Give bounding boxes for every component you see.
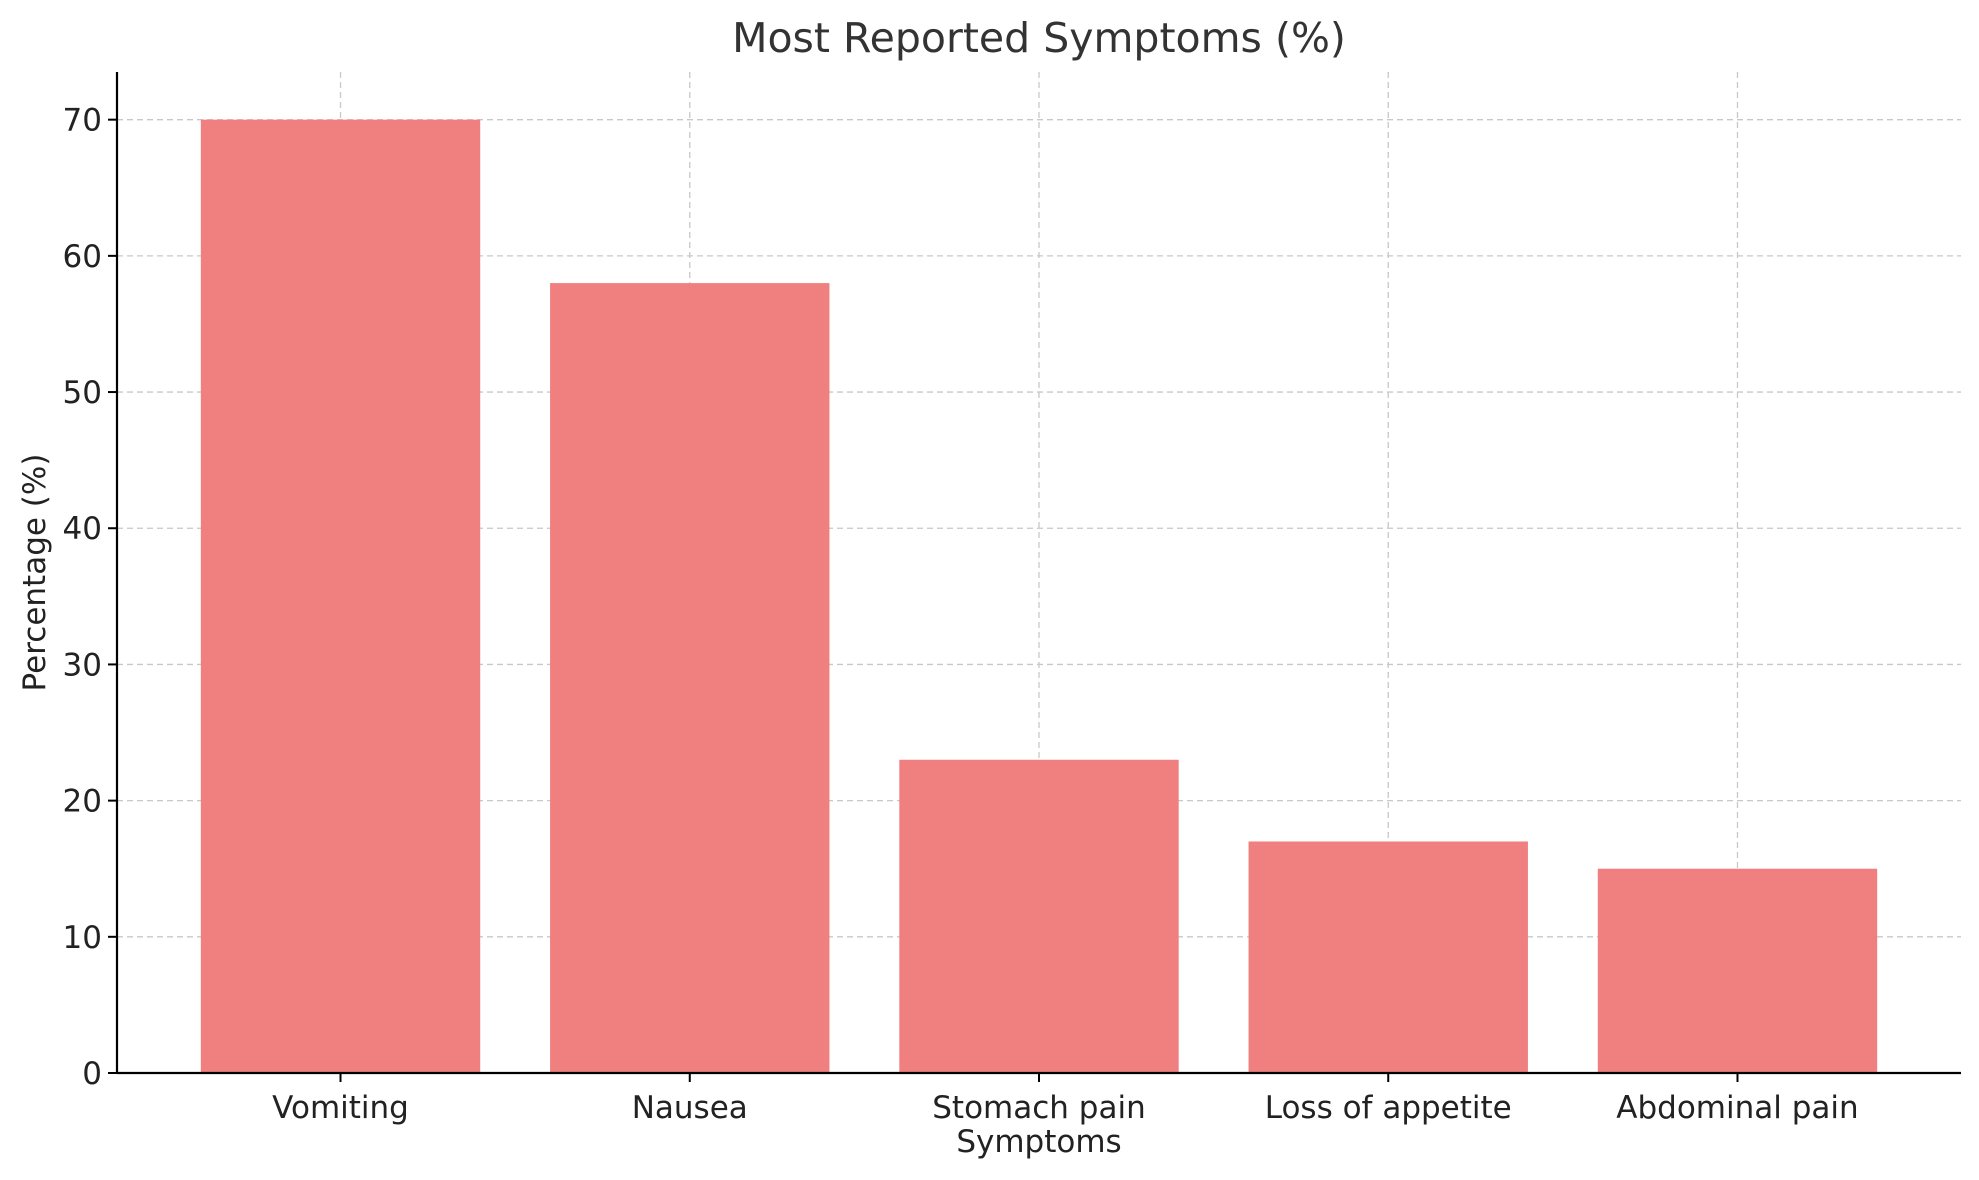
y-tick-label: 40 [63, 511, 102, 547]
bar [200, 119, 481, 1073]
bar [1597, 868, 1878, 1073]
y-tick-label: 20 [63, 784, 102, 820]
y-tick-label: 70 [63, 103, 102, 139]
y-ticks: 0 10 20 30 40 50 60 70 [63, 103, 117, 1092]
y-tick-label: 10 [63, 920, 102, 956]
y-tick-label: 60 [63, 239, 102, 275]
bar [1248, 841, 1528, 1073]
x-tick-label: Stomach pain [932, 1090, 1145, 1126]
x-tick-label: Loss of appetite [1265, 1090, 1512, 1126]
x-axis-title: Symptoms [956, 1124, 1121, 1160]
y-tick-label: 30 [63, 647, 102, 683]
bar [550, 283, 830, 1074]
bar [899, 759, 1179, 1073]
x-tick-label: Vomiting [272, 1090, 409, 1126]
y-tick-label: 50 [63, 375, 102, 411]
y-axis-title: Percentage (%) [17, 454, 53, 692]
y-tick-label: 0 [82, 1056, 102, 1092]
x-tick-label: Nausea [632, 1090, 748, 1126]
x-ticks: Vomiting Nausea Stomach pain Loss of appeti… [272, 1073, 1859, 1126]
x-tick-label: Abdominal pain [1616, 1090, 1858, 1126]
chart-title: Most Reported Symptoms (%) [732, 14, 1346, 62]
bars [200, 119, 1878, 1074]
